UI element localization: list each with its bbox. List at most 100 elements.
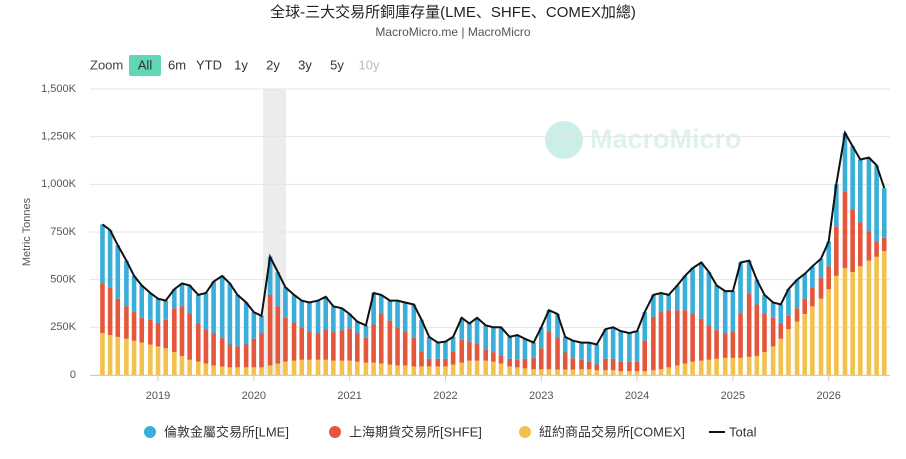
legend-label[interactable]: 上海期貨交易所[SHFE] <box>349 424 482 439</box>
bar-segment <box>562 336 568 353</box>
bar-segment <box>555 313 560 338</box>
bar-segment <box>347 328 352 361</box>
zoom-button[interactable]: 6m <box>168 57 186 72</box>
bar-segment <box>603 370 608 375</box>
bar-segment <box>195 323 201 362</box>
bar-segment <box>411 337 417 367</box>
bar-segment <box>546 331 552 370</box>
bar-segment <box>794 279 800 309</box>
bar-segment <box>235 367 240 375</box>
bar-segment <box>794 308 800 322</box>
bar-segment <box>219 337 225 367</box>
bar-segment <box>507 336 512 359</box>
bar-segment <box>203 293 209 330</box>
bar-segment <box>858 266 863 375</box>
bar-segment <box>754 355 760 375</box>
bar-segment <box>746 260 752 294</box>
bar-segment <box>706 272 712 326</box>
bar-segment <box>690 361 695 375</box>
zoom-button-bg <box>129 55 161 76</box>
bar-segment <box>339 360 345 375</box>
zoom-button[interactable]: All <box>138 57 153 72</box>
bar-segment <box>651 316 656 371</box>
legend-label[interactable]: 紐約商品交易所[COMEX] <box>539 424 685 439</box>
bar-segment <box>714 358 719 375</box>
bar-segment <box>483 325 488 350</box>
bar-segment <box>786 315 791 330</box>
bar-segment <box>594 344 600 365</box>
x-tick-label: 2025 <box>721 390 745 402</box>
bar-segment <box>139 285 145 318</box>
bar-segment <box>818 298 824 375</box>
bar-segment <box>211 281 216 334</box>
bar-segment <box>187 285 192 314</box>
bar-segment <box>115 336 121 375</box>
legend-label[interactable]: Total <box>729 424 757 439</box>
bar-segment <box>450 351 456 365</box>
bar-segment <box>538 327 544 349</box>
bar-segment <box>850 272 855 375</box>
bar-segment <box>187 313 192 360</box>
bar-segment <box>323 296 328 330</box>
bar-segment <box>562 352 568 370</box>
bar-segment <box>522 358 528 369</box>
y-tick-label: 1,250K <box>41 131 77 143</box>
bar-segment <box>443 341 448 359</box>
bar-segment <box>850 146 855 210</box>
bar-segment <box>387 300 393 321</box>
bar-segment <box>842 268 848 375</box>
bar-segment <box>307 359 312 375</box>
zoom-button[interactable]: 3y <box>298 57 312 72</box>
bar-segment <box>634 331 640 362</box>
bar-segment <box>315 300 321 334</box>
bar-segment <box>874 256 879 375</box>
bar-segment <box>459 362 465 375</box>
bar-segment <box>675 365 680 375</box>
bar-segment <box>299 359 305 375</box>
bar-segment <box>155 346 161 375</box>
bar-segment <box>100 224 105 284</box>
chart-title: 全球-三大交易所銅庫存量(LME、SHFE、COMEX加總) <box>270 3 636 21</box>
bar-segment <box>307 302 312 332</box>
bar-segment <box>131 340 137 375</box>
bar-segment <box>323 329 328 360</box>
bar-segment <box>363 362 369 375</box>
bar-segment <box>275 272 281 307</box>
bar-segment <box>778 338 784 375</box>
bar-segment <box>634 361 640 372</box>
zoom-button[interactable]: YTD <box>196 57 222 72</box>
watermark: MacroMicro <box>545 121 742 159</box>
bar-segment <box>698 262 704 319</box>
zoom-button[interactable]: 5y <box>330 57 344 72</box>
bar-segment <box>107 230 113 288</box>
legend-label[interactable]: 倫敦金屬交易所[LME] <box>164 424 289 439</box>
bar-segment <box>498 363 504 375</box>
bar-segment <box>387 320 393 365</box>
bar-segment <box>243 344 249 368</box>
bar-segment <box>586 361 592 370</box>
bar-segment <box>610 370 616 375</box>
bar-segment <box>435 366 441 375</box>
bar-segment <box>395 365 400 375</box>
bar-segment <box>339 308 345 331</box>
legend-swatch <box>144 426 156 438</box>
bar-segment <box>546 369 552 375</box>
bar-segment <box>651 294 656 317</box>
bar-segment <box>778 304 784 324</box>
bar-segment <box>467 360 472 375</box>
bar-segment <box>435 342 441 359</box>
x-tick-label: 2026 <box>816 390 840 402</box>
bar-segment <box>603 358 608 371</box>
bar-segment <box>299 300 305 328</box>
bar-segment <box>531 342 536 358</box>
bar-segment <box>658 293 664 313</box>
bar-segment <box>866 260 872 375</box>
bar-segment <box>378 294 384 314</box>
bar-segment <box>642 340 648 372</box>
zoom-button[interactable]: 10y <box>359 57 380 72</box>
zoom-button[interactable]: 1y <box>234 57 248 72</box>
bar-segment <box>586 369 592 375</box>
zoom-button[interactable]: 2y <box>266 57 280 72</box>
legend-swatch <box>519 426 531 438</box>
bar-segment <box>450 364 456 375</box>
